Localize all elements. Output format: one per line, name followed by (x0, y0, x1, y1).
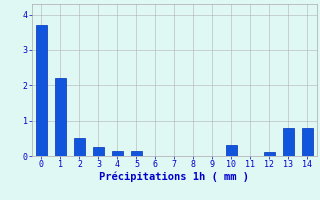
Bar (55, 78, 66, 156)
Bar (112, 151, 123, 156)
Bar (283, 128, 294, 156)
Bar (36, 25, 47, 156)
Bar (226, 145, 237, 156)
X-axis label: Précipitations 1h ( mm ): Précipitations 1h ( mm ) (100, 172, 249, 182)
Bar (264, 152, 275, 156)
Bar (131, 151, 142, 156)
Bar (74, 138, 85, 156)
Bar (302, 128, 313, 156)
Bar (93, 147, 104, 156)
